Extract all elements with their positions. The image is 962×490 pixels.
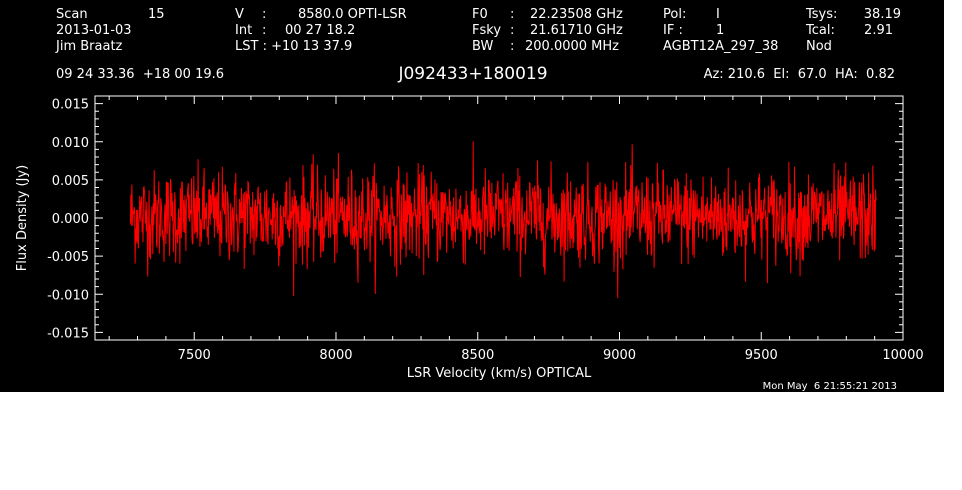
y-axis-ticks: -0.015 -0.010 -0.005 0.000 0.005 0.010 0.015 <box>47 95 903 341</box>
fsky-colon: : <box>510 23 514 38</box>
pol-value: I <box>716 7 720 22</box>
bw-value: 200.0000 MHz <box>525 39 619 54</box>
x-tick-label: 9000 <box>603 348 636 363</box>
int-colon: : <box>262 23 266 38</box>
f0-label: F0 <box>472 7 488 22</box>
tcal-label: Tcal: <box>805 23 835 38</box>
velocity-colon: : <box>262 7 266 22</box>
if-label: IF : <box>663 23 683 38</box>
x-axis-ticks: 7500 8000 8500 9000 9500 10000 <box>108 96 924 363</box>
x-tick-label: 8000 <box>319 348 352 363</box>
y-tick-label: -0.015 <box>47 326 89 341</box>
tsys-label: Tsys: <box>805 7 837 22</box>
spectrum-line <box>129 141 877 299</box>
f0-colon: : <box>510 7 514 22</box>
x-tick-label: 7500 <box>178 348 211 363</box>
tsys-value: 38.19 <box>864 7 901 22</box>
pol-label: Pol: <box>663 7 686 22</box>
pointing-info: Az: 210.6 El: 67.0 HA: 0.82 <box>704 67 895 82</box>
spectrum-chart: Scan 15 2013-01-03 Jim Braatz V : 8580.0… <box>15 7 924 392</box>
scan-value: 15 <box>148 7 165 22</box>
plot-timestamp: Mon May 6 21:55:21 2013 <box>763 381 897 392</box>
plot-panel: Scan 15 2013-01-03 Jim Braatz V : 8580.0… <box>0 0 944 392</box>
f0-value: 22.23508 GHz <box>530 7 623 22</box>
int-label: Int <box>235 23 252 38</box>
source-coords: 09 24 33.36 +18 00 19.6 <box>56 67 224 82</box>
velocity-value: 8580.0 OPTI-LSR <box>298 7 407 22</box>
bw-label: BW <box>472 39 493 54</box>
switch-mode: Nod <box>806 39 832 54</box>
tcal-value: 2.91 <box>864 23 893 38</box>
if-value: 1 <box>716 23 724 38</box>
fsky-label: Fsky <box>472 23 501 38</box>
y-tick-label: -0.010 <box>47 288 89 303</box>
x-tick-label: 9500 <box>745 348 778 363</box>
y-tick-label: 0.015 <box>52 98 89 113</box>
x-axis-label: LSR Velocity (km/s) OPTICAL <box>407 366 592 381</box>
int-value: 00 27 18.2 <box>285 23 355 38</box>
y-tick-label: 0.000 <box>52 212 89 227</box>
observer: Jim Braatz <box>55 39 123 54</box>
series-group <box>129 141 877 299</box>
velocity-label: V <box>235 7 244 22</box>
x-tick-label: 10000 <box>882 348 923 363</box>
y-axis-label: Flux Density (Jy) <box>15 165 30 271</box>
y-tick-label: -0.005 <box>47 250 89 265</box>
fsky-value: 21.61710 GHz <box>530 23 623 38</box>
lst-value: LST : +10 13 37.9 <box>235 39 352 54</box>
bw-colon: : <box>510 39 514 54</box>
y-tick-label: 0.010 <box>52 136 89 151</box>
project-id: AGBT12A_297_38 <box>663 39 778 54</box>
scan-label: Scan <box>56 7 88 22</box>
obs-date: 2013-01-03 <box>56 23 132 38</box>
y-tick-label: 0.005 <box>52 174 89 189</box>
object-name: J092433+180019 <box>397 64 547 84</box>
x-tick-label: 8500 <box>461 348 494 363</box>
